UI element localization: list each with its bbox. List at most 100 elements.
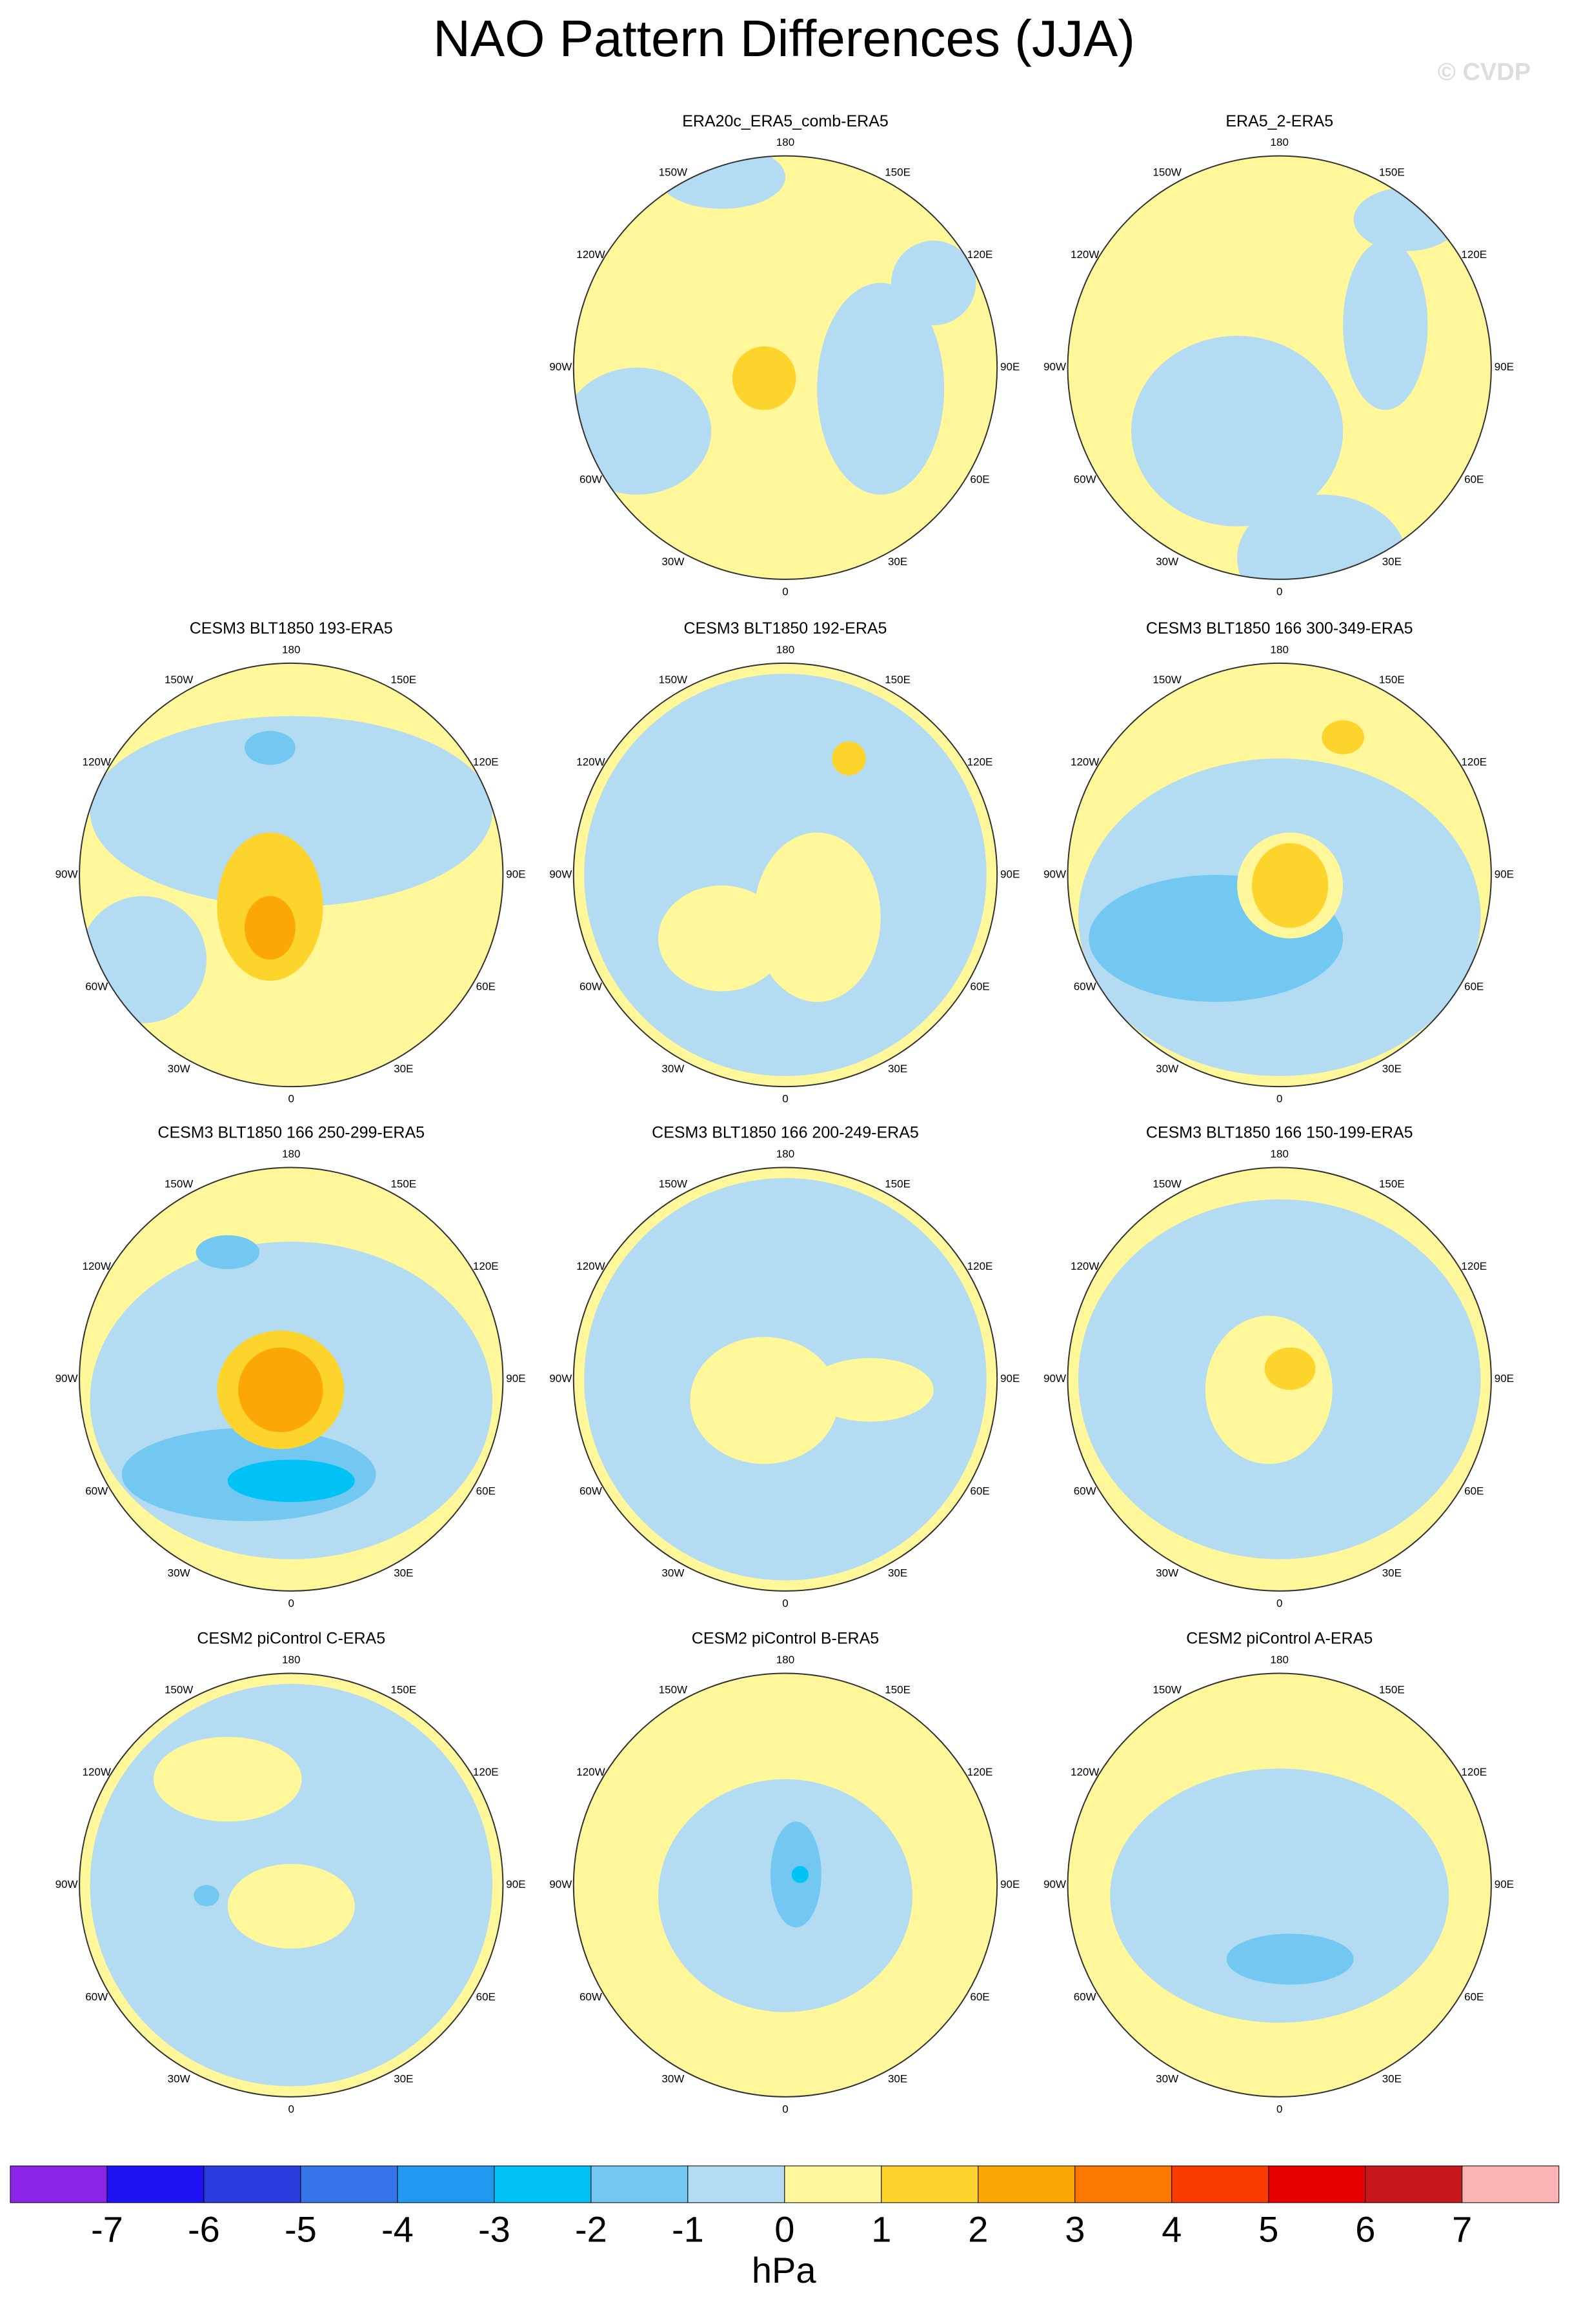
- lon-label: 120E: [473, 1766, 499, 1778]
- lon-label: 30W: [1156, 1567, 1178, 1579]
- lon-label: 150W: [165, 1684, 193, 1696]
- colorbar-box: [300, 2165, 398, 2203]
- lon-label: 120E: [473, 756, 499, 768]
- lon-label: 90W: [1043, 1878, 1066, 1890]
- lon-label: 180: [776, 1148, 794, 1160]
- map: [573, 1167, 998, 1591]
- colorbar-box: [1268, 2165, 1366, 2203]
- lon-label: 90W: [549, 868, 572, 880]
- lon-label: 150E: [390, 1684, 416, 1696]
- lon-label: 90E: [1495, 1878, 1514, 1890]
- colorbar-box: [1365, 2165, 1463, 2203]
- lon-label: 0: [1276, 1597, 1282, 1609]
- contour-region: [817, 283, 945, 495]
- lon-label: 180: [1271, 1654, 1289, 1666]
- lon-label: 150E: [1379, 1178, 1405, 1190]
- lon-label: 30W: [168, 1063, 190, 1075]
- lon-label: 180: [1271, 136, 1289, 148]
- panel-title: CESM2 piControl B-ERA5: [692, 1630, 879, 1648]
- colorbar-tick-label: -4: [381, 2209, 414, 2249]
- lon-label: 120W: [1071, 248, 1099, 261]
- panel-title: ERA5_2-ERA5: [1225, 112, 1333, 130]
- map-border: [572, 1672, 998, 2098]
- lon-label: 150E: [1379, 166, 1405, 179]
- contour-region: [1226, 1934, 1354, 1985]
- lon-label: 30W: [168, 1567, 190, 1579]
- lon-label: 60E: [1464, 1485, 1484, 1497]
- lon-label: 60E: [476, 981, 496, 993]
- lon-label: 30W: [1156, 556, 1178, 568]
- lon-label: 90W: [1043, 361, 1066, 373]
- panel-title: CESM2 piControl C-ERA5: [197, 1630, 385, 1648]
- contour-region: [1205, 1316, 1333, 1464]
- lon-label: 60E: [1464, 981, 1484, 993]
- contour-region: [245, 730, 296, 765]
- lon-label: 30W: [661, 556, 684, 568]
- lon-label: 30E: [1382, 556, 1402, 568]
- lon-label: 120W: [576, 1260, 605, 1272]
- colorbar-tick-label: -5: [285, 2209, 317, 2249]
- lon-label: 90W: [55, 1878, 78, 1890]
- panel-title: ERA20c_ERA5_comb-ERA5: [682, 112, 889, 130]
- lon-label: 30E: [1382, 1567, 1402, 1579]
- lon-label: 150E: [885, 1178, 911, 1190]
- lon-label: 30E: [888, 1063, 907, 1075]
- colorbar-tick-label: -7: [91, 2209, 123, 2249]
- contour-region: [1353, 187, 1460, 252]
- contour-region: [194, 1885, 219, 1907]
- lon-label: 60W: [1074, 1485, 1096, 1497]
- lon-label: 120E: [1461, 756, 1487, 768]
- lon-label: 90E: [1495, 361, 1514, 373]
- lon-label: 180: [282, 1148, 300, 1160]
- lon-label: 90E: [1000, 1878, 1020, 1890]
- lon-label: 90W: [1043, 868, 1066, 880]
- colorbar-box: [881, 2165, 979, 2203]
- contour-region: [1131, 336, 1344, 526]
- colorbar-box: [397, 2165, 495, 2203]
- contour-region: [90, 716, 493, 907]
- contour-region: [238, 1347, 323, 1432]
- contour-region: [832, 741, 866, 776]
- lon-label: 60W: [579, 473, 602, 485]
- colorbar-tick-label: -6: [188, 2209, 220, 2249]
- contour-region: [753, 832, 881, 1002]
- colorbar-box: [1462, 2165, 1560, 2203]
- lon-label: 0: [1276, 2103, 1282, 2115]
- contour-region: [153, 1736, 302, 1822]
- contour-region: [245, 896, 296, 960]
- colorbar-tick-label: 2: [968, 2209, 988, 2249]
- map: [79, 663, 503, 1087]
- contour-region: [79, 896, 206, 1023]
- colorbar-box: [106, 2165, 205, 2203]
- lon-label: 30W: [1156, 1063, 1178, 1075]
- colorbar-unit: hPa: [752, 2250, 816, 2290]
- lon-label: 90E: [506, 1878, 525, 1890]
- lon-label: 30W: [1156, 2073, 1178, 2085]
- watermark: © CVDP: [1438, 59, 1531, 86]
- lon-label: 90E: [506, 1372, 525, 1385]
- lon-label: 30W: [168, 2073, 190, 2085]
- lon-label: 180: [776, 643, 794, 656]
- lon-label: 150E: [885, 1684, 911, 1696]
- contour-region: [1264, 1347, 1316, 1390]
- colorbar-box: [590, 2165, 689, 2203]
- lon-label: 90W: [55, 1372, 78, 1385]
- map: [79, 1167, 503, 1591]
- lon-label: 120W: [83, 1766, 111, 1778]
- lon-label: 60W: [579, 1485, 602, 1497]
- colorbar-tick-label: -3: [478, 2209, 510, 2249]
- lon-label: 30W: [661, 1063, 684, 1075]
- lon-label: 120E: [473, 1260, 499, 1272]
- colorbar-box: [687, 2165, 785, 2203]
- lon-label: 60E: [970, 1485, 989, 1497]
- lon-label: 120W: [1071, 756, 1099, 768]
- lon-label: 150E: [885, 166, 911, 179]
- lon-label: 150E: [390, 1178, 416, 1190]
- panel-title: CESM2 piControl A-ERA5: [1186, 1630, 1373, 1648]
- panel-title: CESM3 BLT1850 193-ERA5: [190, 619, 393, 637]
- lon-label: 150E: [390, 674, 416, 686]
- colorbar-tick-label: 3: [1065, 2209, 1085, 2249]
- lon-label: 30W: [661, 2073, 684, 2085]
- lon-label: 90E: [1000, 868, 1020, 880]
- colorbar-box: [1171, 2165, 1269, 2203]
